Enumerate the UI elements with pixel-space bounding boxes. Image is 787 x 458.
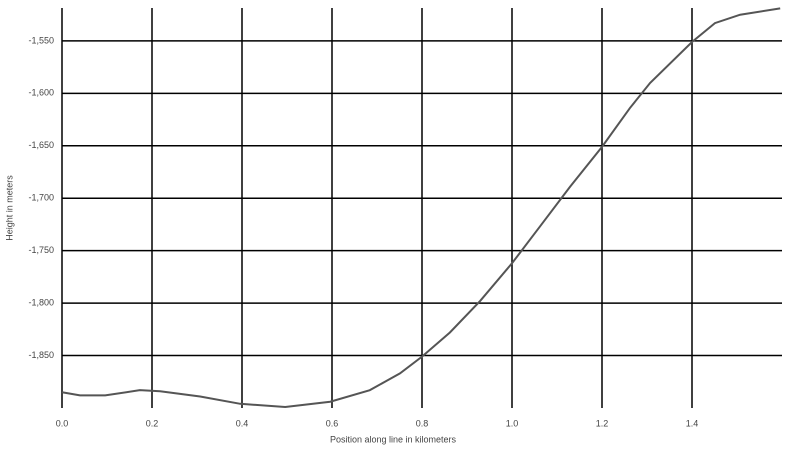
y-axis-label: Height in meters — [4, 175, 14, 241]
y-tick-label: -1,800 — [28, 297, 54, 307]
x-tick-label: 0.8 — [416, 418, 429, 428]
y-tick-label: -1,600 — [28, 88, 54, 98]
x-axis-label: Position along line in kilometers — [330, 434, 457, 444]
x-tick-label: 0.0 — [56, 418, 69, 428]
y-tick-label: -1,650 — [28, 140, 54, 150]
x-tick-label: 0.6 — [326, 418, 339, 428]
x-tick-label: 0.4 — [236, 418, 249, 428]
y-tick-label: -1,850 — [28, 350, 54, 360]
x-tick-label: 1.0 — [506, 418, 519, 428]
x-tick-label: 1.2 — [596, 418, 609, 428]
y-tick-label: -1,750 — [28, 245, 54, 255]
y-tick-label: -1,550 — [28, 35, 54, 45]
x-tick-label: 0.2 — [146, 418, 159, 428]
y-tick-label: -1,700 — [28, 193, 54, 203]
x-tick-label: 1.4 — [686, 418, 699, 428]
line — [61, 7, 781, 408]
